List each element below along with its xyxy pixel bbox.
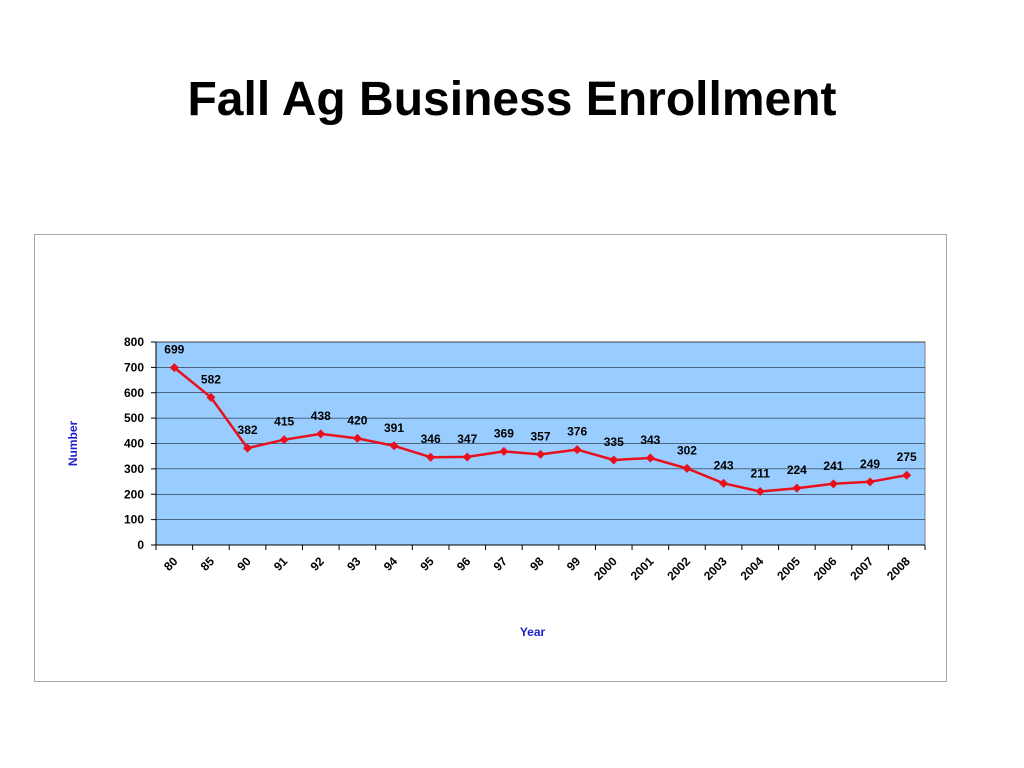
data-label: 343 (640, 433, 660, 447)
data-label: 249 (860, 457, 880, 471)
data-label: 211 (751, 466, 771, 480)
data-point-marker (902, 470, 912, 480)
x-tick-label: 2006 (811, 554, 840, 583)
data-label: 382 (238, 423, 258, 437)
data-label: 699 (164, 343, 184, 357)
data-label: 335 (604, 435, 624, 449)
data-label: 420 (347, 413, 367, 427)
data-label: 438 (311, 409, 331, 423)
x-tick-label: 2001 (628, 554, 657, 583)
x-tick-label: 2003 (701, 554, 730, 583)
data-label: 347 (457, 432, 477, 446)
x-tick-label: 2000 (591, 554, 620, 583)
x-tick-label: 2008 (884, 554, 913, 583)
y-tick-labels: 0 100 200 300 400 500 600 700 800 (124, 335, 156, 552)
data-label: 302 (677, 443, 697, 457)
data-point-marker (755, 486, 765, 496)
x-tick-label: 85 (198, 554, 218, 574)
y-tick-label: 100 (124, 513, 144, 527)
data-label: 357 (530, 429, 550, 443)
data-point-marker (243, 443, 253, 453)
data-label: 582 (201, 372, 221, 386)
chart-frame: 0 100 200 300 400 500 600 700 800 80 85 90 91 92 93 94… (34, 234, 947, 682)
data-markers (169, 363, 912, 496)
data-point-marker (572, 445, 582, 455)
x-tick-label: 91 (271, 554, 291, 574)
x-tick-label: 2002 (664, 554, 693, 583)
data-point-marker (169, 363, 179, 373)
x-tick-labels: 80 85 90 91 92 93 94 95 96 97 98 99 2000 2001 2002 2003… (155, 545, 926, 583)
y-tick-label: 0 (137, 538, 144, 552)
data-label: 369 (494, 426, 514, 440)
y-axis-title: Number (66, 421, 80, 467)
x-axis-title: Year (520, 625, 546, 639)
data-point-marker (499, 446, 509, 456)
data-point-marker (719, 478, 729, 488)
data-label: 391 (384, 421, 404, 435)
y-tick-label: 200 (124, 487, 144, 501)
x-tick-label: 95 (417, 554, 437, 574)
slide-title: Fall Ag Business Enrollment (187, 73, 837, 126)
data-label: 243 (714, 458, 734, 472)
data-label: 224 (787, 463, 807, 477)
x-tick-label: 97 (491, 554, 511, 574)
data-label: 415 (274, 415, 294, 429)
data-point-marker (279, 435, 289, 445)
y-tick-label: 500 (124, 411, 144, 425)
data-point-marker (462, 452, 472, 462)
data-point-marker (316, 429, 326, 439)
x-tick-label: 99 (564, 554, 584, 574)
data-point-marker (682, 463, 692, 473)
data-point-marker (389, 441, 399, 451)
x-tick-label: 92 (308, 554, 328, 574)
enrollment-line-chart: 0 100 200 300 400 500 600 700 800 80 85 90 91 92 93 94… (66, 335, 926, 639)
x-tick-label: 2007 (847, 554, 876, 583)
data-point-marker (609, 455, 619, 465)
x-tick-label: 2004 (738, 554, 767, 583)
y-tick-label: 800 (124, 335, 144, 349)
data-point-marker (206, 392, 216, 402)
y-tick-label: 700 (124, 360, 144, 374)
x-tick-label: 96 (454, 554, 474, 574)
data-point-marker (426, 452, 436, 462)
y-tick-label: 600 (124, 386, 144, 400)
data-label: 241 (823, 459, 843, 473)
x-tick-label: 90 (234, 554, 254, 574)
x-tick-label: 2005 (774, 554, 803, 583)
x-tick-label: 98 (527, 554, 547, 574)
y-tick-label: 400 (124, 437, 144, 451)
data-point-marker (645, 453, 655, 463)
data-point-marker (792, 483, 802, 493)
data-label: 376 (567, 425, 587, 439)
gridlines (156, 341, 925, 520)
x-tick-label: 93 (344, 554, 364, 574)
data-label: 346 (421, 432, 441, 446)
data-point-marker (352, 433, 362, 443)
x-tick-label: 80 (161, 554, 181, 574)
data-labels: 699 582 382 415 438 420 391 346 347 369 357 376 335 3… (164, 343, 917, 481)
data-point-marker (865, 477, 875, 487)
data-point-marker (536, 449, 545, 459)
data-point-marker (828, 479, 838, 489)
y-tick-label: 300 (124, 462, 144, 476)
data-label: 275 (897, 450, 917, 464)
x-tick-label: 94 (381, 554, 401, 574)
